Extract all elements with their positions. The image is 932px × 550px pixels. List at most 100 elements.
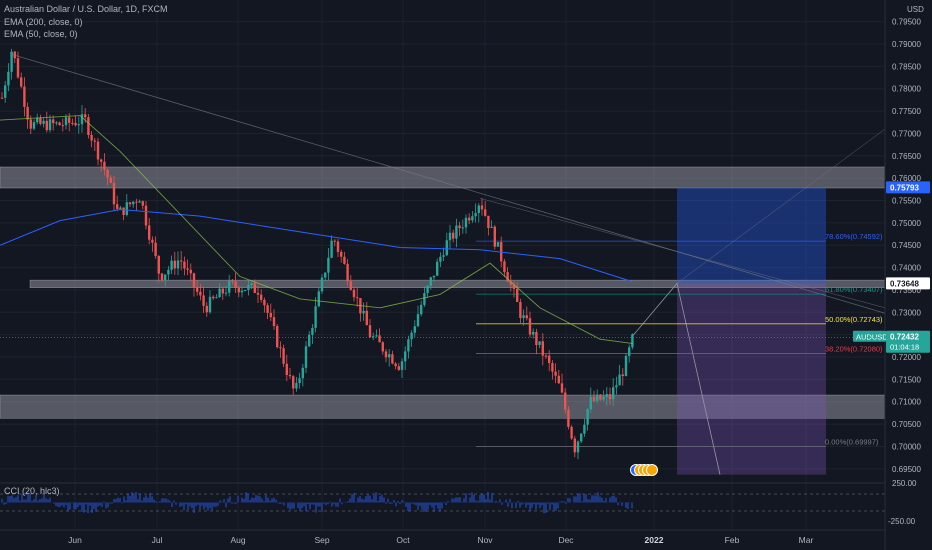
- candle-body: [13, 51, 16, 59]
- candle-body: [532, 331, 535, 335]
- candle-body: [512, 284, 516, 289]
- candle-body: [436, 261, 439, 276]
- candle-body: [16, 58, 20, 78]
- candle-body: [535, 331, 538, 346]
- candle-body: [554, 371, 557, 376]
- candle-body: [564, 392, 567, 410]
- candle-body: [55, 122, 58, 124]
- candle-body: [215, 297, 218, 299]
- price-tick: 0.77500: [892, 107, 921, 116]
- candle-body: [240, 290, 244, 293]
- candle-body: [154, 242, 157, 256]
- candle-body: [317, 291, 320, 307]
- candle-body: [308, 334, 311, 347]
- candle-body: [125, 202, 128, 215]
- candle-body: [304, 346, 308, 368]
- candle-body: [519, 301, 522, 318]
- candle-body: [612, 387, 615, 400]
- candle-body: [250, 283, 253, 285]
- price-tag-mid: 0.73648: [890, 279, 919, 288]
- candle-body: [39, 117, 42, 124]
- cci-legend[interactable]: CCI (20, hlc3): [4, 486, 60, 496]
- ema200-legend[interactable]: EMA (200, close, 0): [4, 17, 83, 27]
- candle-body: [144, 205, 148, 226]
- long-position-tool[interactable]: [677, 187, 826, 475]
- candle-body: [186, 268, 189, 270]
- candle-body: [615, 385, 618, 388]
- candle-body: [218, 288, 221, 298]
- candle-body: [157, 255, 160, 274]
- symbol-legend[interactable]: Australian Dollar / U.S. Dollar, 1D, FXC…: [4, 4, 168, 14]
- candle-body: [199, 291, 202, 296]
- candle-body: [474, 213, 477, 217]
- candle-body: [631, 334, 634, 348]
- candle-body: [228, 280, 231, 293]
- candle-body: [573, 438, 576, 453]
- candle-body: [282, 348, 285, 364]
- candle-body: [298, 378, 301, 384]
- price-tick: 0.79000: [892, 40, 921, 49]
- candle-body: [596, 394, 599, 401]
- candle-body: [356, 297, 359, 299]
- candle-body: [61, 125, 64, 127]
- candle-body: [522, 315, 525, 318]
- candle-body: [426, 285, 429, 294]
- time-label: Jun: [68, 535, 82, 545]
- candle-body: [119, 207, 122, 209]
- candle-body: [480, 205, 484, 210]
- cci-pane: [0, 482, 885, 531]
- candle-body: [336, 241, 340, 252]
- candle-body: [135, 201, 138, 203]
- candle-body: [576, 441, 580, 453]
- candle-body: [260, 294, 263, 300]
- candle-body: [381, 342, 384, 352]
- last-price-tag-bg: [886, 330, 930, 353]
- ema200-line: [0, 208, 634, 283]
- candle-body: [202, 295, 205, 306]
- candle-body: [253, 283, 256, 293]
- price-tick: 0.69500: [892, 465, 921, 474]
- time-axis[interactable]: Jun Jul Aug Sep Oct Nov Dec 2022 Feb Mar: [68, 535, 813, 545]
- fibonacci-retracement[interactable]: 78.60%(0.74592) 61.80%(0.73407) 50.00%(0.7…: [476, 232, 883, 447]
- candle-body: [538, 341, 541, 346]
- candle-body: [116, 204, 119, 209]
- candle-body: [368, 325, 372, 338]
- candle-body: [151, 239, 154, 243]
- candle-body: [506, 272, 509, 282]
- fib-level-label: 38.20%(0.72080): [825, 344, 883, 353]
- symbol-tag: AUDUSD: [856, 333, 888, 342]
- time-label: Oct: [396, 535, 410, 545]
- candle-body: [346, 263, 349, 282]
- candle-body: [212, 296, 215, 299]
- time-label: Mar: [799, 535, 814, 545]
- price-tick: 0.73000: [892, 308, 921, 317]
- candle-body: [36, 117, 39, 123]
- candle-body: [544, 355, 548, 357]
- ema50-legend[interactable]: EMA (50, close, 0): [4, 29, 78, 39]
- symbol-tag-bg: [853, 330, 886, 342]
- candle-body: [263, 299, 266, 306]
- candle-body: [0, 97, 4, 99]
- candle-body: [109, 177, 112, 183]
- candle-body: [570, 426, 573, 439]
- candle-body: [548, 355, 551, 364]
- candle-body: [599, 394, 602, 400]
- price-tick: 0.73500: [892, 286, 921, 295]
- candle-body: [490, 226, 493, 228]
- economic-events-icons[interactable]: [630, 464, 658, 476]
- candle-body: [301, 367, 304, 379]
- price-tick: 0.71500: [892, 375, 921, 384]
- price-tick: 0.79500: [892, 18, 921, 27]
- candle-body: [132, 201, 135, 205]
- candle-body: [583, 424, 586, 434]
- candle-body: [122, 207, 125, 215]
- candle-body: [170, 260, 173, 270]
- candle-body: [256, 292, 260, 295]
- candle-body: [183, 261, 186, 269]
- price-tick: 0.76000: [892, 174, 921, 183]
- candle-body: [471, 216, 474, 221]
- candle-body: [276, 326, 279, 348]
- candle-body: [340, 251, 343, 257]
